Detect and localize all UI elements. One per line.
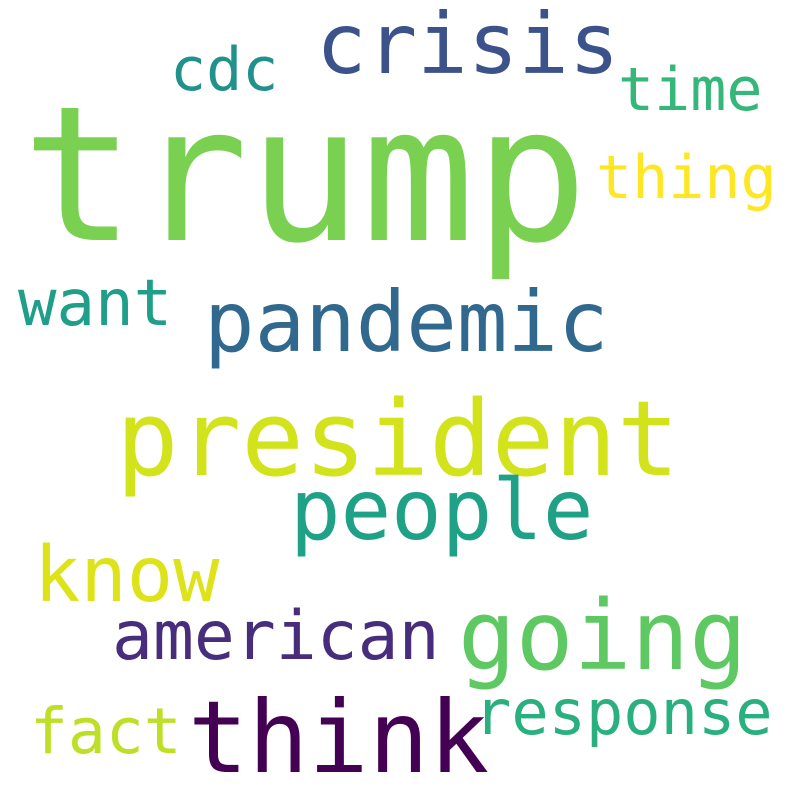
- word-pandemic: pandemic: [204, 273, 609, 371]
- word-crisis: crisis: [316, 0, 620, 93]
- word-fact: fact: [30, 695, 182, 768]
- word-trump: trump: [22, 66, 588, 285]
- word-want: want: [18, 267, 173, 341]
- word-time: time: [618, 55, 763, 125]
- word-thing: thing: [596, 143, 777, 213]
- word-know: know: [34, 531, 220, 620]
- word-president: president: [116, 378, 680, 500]
- word-response: response: [474, 676, 773, 749]
- word-going: going: [458, 580, 747, 692]
- word-american: american: [112, 597, 440, 676]
- word-cdc: cdc: [170, 35, 279, 105]
- word-think: think: [188, 679, 490, 796]
- word-people: people: [290, 461, 594, 559]
